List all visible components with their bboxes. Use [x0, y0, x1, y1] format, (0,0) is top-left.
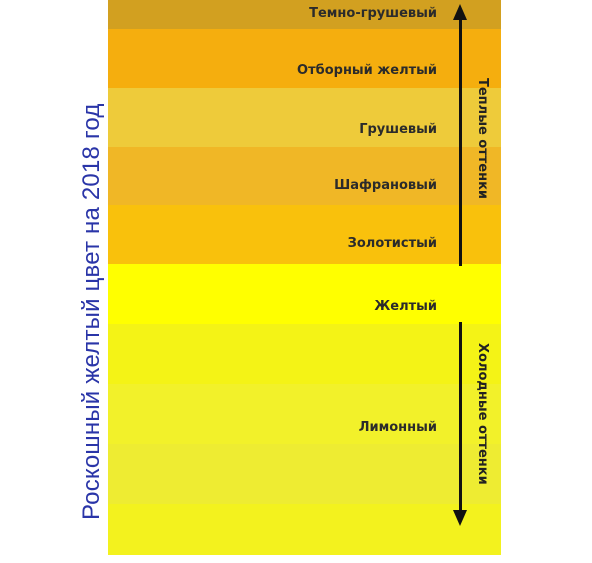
warm-arrow-head-icon [453, 4, 467, 20]
color-swatch-column: Темно-грушевый Отборный желтый Грушевый … [108, 0, 501, 555]
band-label-limonny: Лимонный [358, 420, 437, 435]
band-label-grushevy: Грушевый [359, 122, 437, 137]
cold-shades-label: Холодные оттенки [475, 343, 490, 485]
warm-shades-label: Теплые оттенки [475, 78, 490, 200]
band-label-temno-grushevy: Темно-грушевый [309, 6, 437, 21]
band-zolotisty: Золотистый [108, 205, 501, 264]
band-limonny-2: Лимонный [108, 384, 501, 444]
band-label-otborny-zhelty: Отборный желтый [297, 63, 437, 78]
warm-arrow-line [459, 18, 462, 266]
band-limonny-1 [108, 324, 501, 384]
band-limonny-3 [108, 444, 501, 504]
cold-arrow-line [459, 322, 462, 512]
band-otborny-zhelty: Отборный желтый [108, 29, 501, 88]
band-label-zhelty: Желтый [374, 299, 437, 314]
band-label-zolotisty: Золотистый [347, 236, 437, 251]
band-limonny-4 [108, 504, 501, 555]
page-title: Роскошный желтый цвет на 2018 год [78, 103, 105, 520]
band-temno-grushevy: Темно-грушевый [108, 0, 501, 29]
band-label-shafranovy: Шафрановый [334, 178, 437, 193]
cold-arrow-head-icon [453, 510, 467, 526]
band-zhelty: Желтый [108, 264, 501, 324]
band-shafranovy: Шафрановый [108, 147, 501, 205]
band-grushevy: Грушевый [108, 88, 501, 147]
